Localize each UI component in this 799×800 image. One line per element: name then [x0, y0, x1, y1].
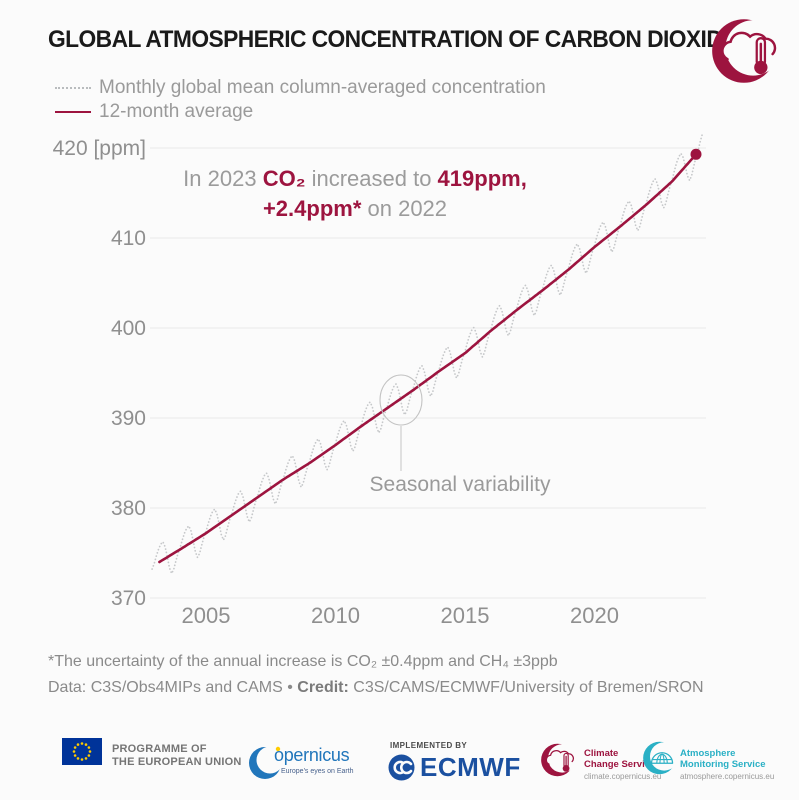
implemented-by-label: IMPLEMENTED BY: [390, 741, 468, 750]
eu-star: [76, 757, 80, 760]
eu-star: [84, 743, 88, 746]
annotation-line2: +2.4ppm* on 2022: [262, 196, 448, 221]
copernicus-tagline: Europe's eyes on Earth: [281, 768, 354, 775]
average-series-line: [158, 154, 696, 564]
y-axis-tick-label: 420 [ppm]: [53, 137, 146, 160]
value-419ppm: 419ppm,: [437, 166, 527, 191]
increase-annotation: In 2023 CO₂ increased to 419ppm, +2.4ppm…: [140, 164, 570, 224]
eu-programme-label: PROGRAMME OF THE EUROPEAN UNION: [112, 743, 242, 768]
legend-monthly-label: Monthly global mean column-averaged conc…: [99, 77, 546, 98]
atmosphere-monitoring-service-url: atmosphere.copernicus.eu: [680, 772, 775, 781]
credit-label: Credit:: [297, 679, 349, 696]
atmosphere-monitoring-service-icon: [643, 741, 679, 775]
eu-star: [73, 746, 77, 749]
y-axis-tick-label: 400: [111, 317, 146, 340]
co2-text: CO₂: [262, 166, 306, 191]
legend-row-average: 12-month average: [55, 100, 253, 124]
legend-average-label: 12-month average: [99, 101, 254, 122]
legend-monthly-swatch: [55, 87, 91, 89]
eu-star: [76, 743, 80, 746]
eu-star: [87, 746, 91, 749]
legend-average-swatch: [55, 111, 91, 113]
seasonal-variability-callout-circle: [379, 374, 423, 426]
latest-value-dot: [690, 148, 702, 160]
climate-change-service-icon: [538, 740, 580, 780]
y-axis-tick-label: 410: [111, 227, 146, 250]
eu-star: [73, 754, 77, 757]
eu-star: [88, 750, 92, 753]
ecmwf-logo: ECMWF: [388, 752, 521, 783]
x-axis-tick-label: 2015: [441, 603, 490, 628]
footnote: *The uncertainty of the annual increase …: [48, 653, 558, 670]
legend-row-monthly: Monthly global mean column-averaged conc…: [55, 76, 546, 100]
y-axis-tick-labels: 420 [ppm] 410 400 390 380 370: [53, 137, 146, 610]
monthly-series-line: [151, 132, 704, 575]
page-title: GLOBAL ATMOSPHERIC CONCENTRATION OF CARB…: [48, 26, 737, 53]
eu-star: [80, 742, 84, 745]
eu-star: [84, 757, 88, 760]
y-axis-tick-label: 390: [111, 407, 146, 430]
increase-2-4ppm: +2.4ppm*: [262, 196, 362, 221]
ecmwf-icon: [388, 754, 415, 781]
atmosphere-monitoring-service-label: Atmosphere Monitoring Service: [680, 748, 766, 770]
copernicus-wordmark: opernicus: [274, 745, 350, 765]
climate-change-service-url: climate.copernicus.eu: [584, 772, 662, 781]
x-axis-tick-labels: 2005 2010 2015 2020: [182, 603, 619, 628]
y-axis-tick-label: 380: [111, 497, 146, 520]
eu-flag-stars: [72, 742, 92, 761]
annotation-line1: In 2023 CO₂ increased to 419ppm,: [183, 166, 527, 191]
copernicus-crescent-icon: [249, 746, 284, 779]
eu-star: [80, 758, 84, 761]
y-axis-tick-label: 370: [111, 587, 146, 610]
x-axis-tick-label: 2010: [311, 603, 360, 628]
eu-star: [87, 754, 91, 757]
data-credit-line: Data: C3S/Obs4MIPs and CAMS • Credit: C3…: [48, 679, 704, 696]
x-axis-tick-label: 2005: [182, 603, 231, 628]
c3s-logo-icon: [706, 12, 788, 90]
eu-star: [72, 750, 76, 753]
climate-change-service-label: Climate Change Service: [584, 748, 656, 770]
x-axis-tick-label: 2020: [570, 603, 619, 628]
ecmwf-wordmark: ECMWF: [420, 752, 521, 782]
eu-flag: [62, 738, 102, 765]
seasonal-variability-label: Seasonal variability: [369, 473, 551, 496]
